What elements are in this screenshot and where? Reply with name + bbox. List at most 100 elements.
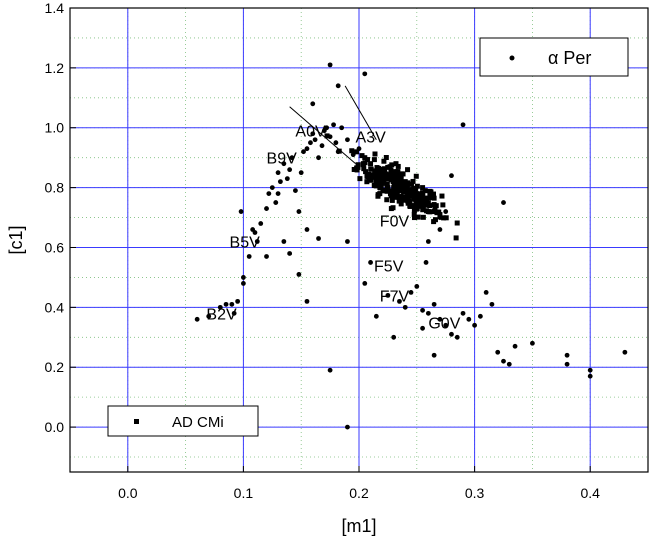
y-tick-label: 0.2: [45, 359, 65, 375]
point-alpha-per: [437, 227, 443, 232]
point-ad-cmi: [403, 194, 409, 200]
point-ad-cmi: [431, 219, 437, 225]
point-alpha-per: [273, 200, 279, 205]
point-ad-cmi: [400, 171, 406, 177]
x-tick-label: 0.3: [465, 485, 485, 501]
point-ad-cmi: [361, 166, 367, 172]
point-alpha-per: [296, 209, 302, 214]
point-alpha-per: [223, 301, 229, 307]
point-alpha-per: [431, 352, 437, 358]
point-alpha-per: [454, 334, 460, 340]
point-ad-cmi: [407, 203, 413, 209]
spectral-type-label: F5V: [374, 258, 404, 275]
reference-lines: [289, 85, 377, 165]
point-alpha-per: [587, 367, 593, 373]
point-ad-cmi: [410, 178, 416, 184]
point-ad-cmi: [372, 151, 378, 157]
point-ad-cmi: [411, 196, 417, 202]
point-ad-cmi: [413, 201, 419, 207]
point-ad-cmi: [368, 166, 374, 172]
point-ad-cmi: [437, 212, 443, 218]
point-alpha-per: [373, 313, 379, 319]
point-ad-cmi: [390, 205, 396, 211]
point-alpha-per: [324, 125, 330, 131]
point-alpha-per: [316, 155, 321, 161]
point-ad-cmi: [396, 184, 402, 190]
point-alpha-per: [327, 62, 333, 68]
point-ad-cmi: [393, 161, 399, 167]
point-ad-cmi: [432, 205, 438, 211]
point-alpha-per: [258, 221, 264, 226]
legend-square-marker: [134, 419, 139, 424]
point-ad-cmi: [398, 177, 404, 183]
spectral-type-label: G0V: [428, 315, 460, 332]
point-ad-cmi: [411, 215, 417, 221]
point-alpha-per: [506, 361, 512, 367]
point-ad-cmi: [439, 193, 445, 199]
point-alpha-per: [460, 122, 466, 128]
spectral-labels: B2V B5V B9V A0V A3V F0V F5V F7V G0V: [206, 124, 460, 333]
point-ad-cmi: [384, 172, 390, 178]
point-ad-cmi: [411, 207, 417, 213]
point-alpha-per: [281, 161, 287, 167]
point-alpha-per: [425, 310, 431, 316]
point-alpha-per: [217, 304, 223, 310]
point-ad-cmi: [422, 188, 428, 194]
point-ad-cmi: [454, 220, 460, 226]
point-alpha-per: [385, 292, 391, 298]
point-alpha-per: [501, 200, 506, 205]
point-alpha-per: [241, 281, 246, 286]
point-ad-cmi: [364, 157, 370, 163]
point-ad-cmi: [392, 174, 398, 180]
point-alpha-per: [275, 170, 281, 176]
point-ad-cmi: [408, 181, 414, 187]
point-alpha-per: [477, 313, 483, 319]
point-alpha-per: [443, 209, 449, 214]
x-axis-title: [m1]: [341, 516, 376, 536]
point-ad-cmi: [389, 197, 395, 203]
point-alpha-per: [238, 209, 244, 214]
point-alpha-per: [281, 239, 287, 244]
point-alpha-per: [414, 284, 420, 289]
point-alpha-per: [194, 316, 200, 322]
axis-ticks: 0.0 0.1 0.2 0.3 0.4 0.0 0.2 0.4 0.6 0.8 1.0 1.2 1.4: [45, 0, 601, 501]
x-tick-label: 0.0: [118, 485, 138, 501]
point-ad-cmi: [367, 175, 373, 181]
point-alpha-per: [622, 349, 628, 355]
point-alpha-per: [489, 301, 495, 307]
point-alpha-per: [472, 322, 477, 328]
point-alpha-per: [512, 343, 518, 349]
point-alpha-per: [304, 227, 310, 232]
point-alpha-per: [284, 176, 290, 182]
point-ad-cmi: [420, 206, 426, 212]
point-ad-cmi: [362, 155, 368, 161]
point-ad-cmi: [382, 166, 388, 172]
legend-ad-cmi-label: AD CMi: [172, 414, 224, 431]
point-ad-cmi: [396, 198, 402, 204]
point-alpha-per: [564, 352, 570, 358]
point-ad-cmi: [406, 189, 412, 195]
point-ad-cmi: [419, 191, 425, 197]
reference-line: [344, 85, 377, 140]
point-ad-cmi: [402, 188, 408, 194]
point-alpha-per: [206, 313, 212, 319]
point-ad-cmi: [413, 185, 419, 191]
point-alpha-per: [231, 310, 237, 316]
point-ad-cmi: [422, 196, 428, 202]
point-ad-cmi: [441, 215, 447, 221]
point-alpha-per: [425, 239, 431, 244]
point-ad-cmi: [393, 169, 399, 175]
spectral-type-label: B2V: [206, 306, 237, 323]
y-tick-label: 0.0: [45, 419, 65, 435]
point-ad-cmi: [392, 194, 398, 200]
point-ad-cmi: [427, 193, 433, 199]
point-alpha-per: [308, 140, 313, 146]
point-alpha-per: [345, 239, 350, 244]
point-alpha-per: [293, 188, 298, 194]
point-ad-cmi: [405, 167, 411, 173]
point-alpha-per: [275, 191, 281, 197]
point-ad-cmi: [383, 155, 389, 161]
point-ad-cmi: [376, 165, 382, 171]
point-alpha-per: [229, 301, 235, 307]
point-ad-cmi: [443, 215, 449, 221]
